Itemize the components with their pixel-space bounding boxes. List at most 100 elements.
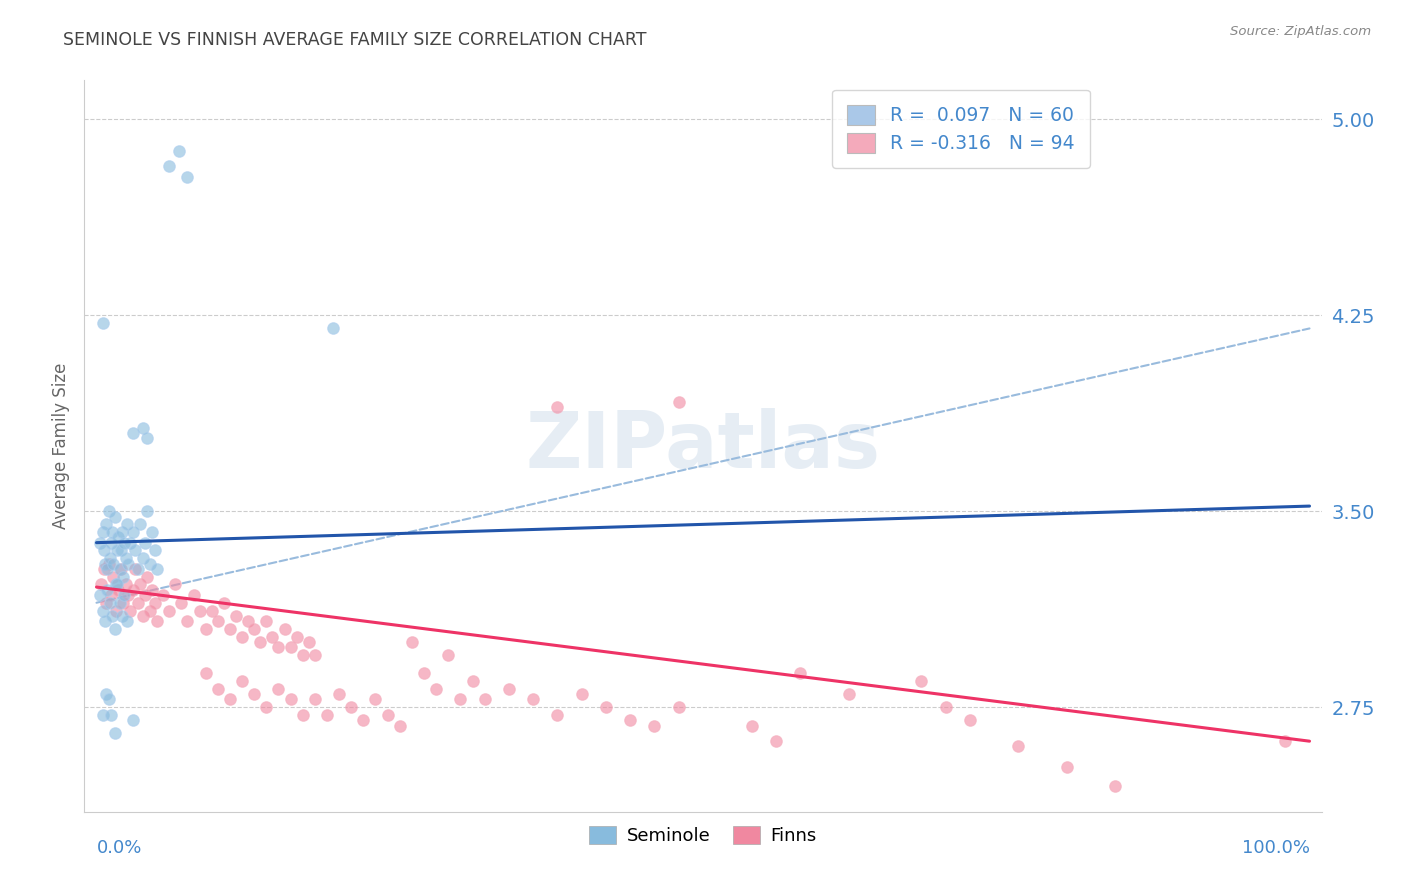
Point: [114, 577, 136, 591]
Point: [112, 569, 135, 583]
Point: [267, 640, 290, 655]
Point: [101, 608, 124, 623]
Point: [108, 562, 131, 576]
Point: [789, 666, 811, 681]
Point: [105, 577, 128, 591]
Point: [122, 582, 145, 597]
Point: [141, 525, 163, 540]
Point: [176, 614, 198, 628]
Point: [304, 692, 326, 706]
Point: [225, 608, 247, 623]
Point: [546, 400, 568, 414]
Point: [522, 692, 544, 706]
Point: [104, 604, 127, 618]
Text: 0.0%: 0.0%: [97, 839, 142, 857]
Point: [104, 509, 127, 524]
Point: [110, 543, 132, 558]
Text: Source: ZipAtlas.com: Source: ZipAtlas.com: [1230, 25, 1371, 38]
Point: [201, 604, 224, 618]
Point: [107, 531, 129, 545]
Point: [157, 160, 180, 174]
Point: [236, 614, 259, 628]
Point: [322, 321, 344, 335]
Point: [340, 700, 363, 714]
Point: [127, 596, 149, 610]
Point: [131, 608, 153, 623]
Point: [194, 622, 217, 636]
Legend: Seminole, Finns: Seminole, Finns: [581, 816, 825, 854]
Point: [110, 562, 132, 576]
Point: [100, 588, 122, 602]
Point: [679, 857, 702, 871]
Point: [89, 535, 111, 549]
Point: [112, 596, 135, 610]
Point: [104, 726, 127, 740]
Point: [93, 562, 115, 576]
Text: 100.0%: 100.0%: [1241, 839, 1309, 857]
Point: [280, 692, 302, 706]
Point: [104, 577, 127, 591]
Point: [131, 421, 153, 435]
Text: ZIPatlas: ZIPatlas: [526, 408, 880, 484]
Point: [167, 144, 190, 158]
Point: [111, 525, 134, 540]
Point: [231, 630, 253, 644]
Point: [741, 718, 763, 732]
Point: [304, 648, 326, 662]
Point: [134, 535, 156, 549]
Point: [935, 700, 957, 714]
Point: [96, 517, 118, 532]
Point: [413, 666, 436, 681]
Point: [595, 700, 617, 714]
Point: [120, 604, 142, 618]
Point: [546, 708, 568, 723]
Point: [96, 582, 118, 597]
Point: [112, 535, 135, 549]
Point: [231, 674, 253, 689]
Point: [97, 557, 120, 571]
Point: [668, 700, 690, 714]
Point: [98, 596, 121, 610]
Point: [267, 681, 290, 696]
Point: [90, 577, 112, 591]
Point: [122, 714, 145, 728]
Point: [643, 718, 665, 732]
Point: [91, 316, 114, 330]
Point: [352, 714, 374, 728]
Point: [207, 681, 229, 696]
Point: [105, 543, 128, 558]
Point: [100, 708, 122, 723]
Point: [249, 635, 271, 649]
Point: [91, 708, 114, 723]
Point: [170, 596, 193, 610]
Point: [425, 681, 447, 696]
Point: [243, 687, 266, 701]
Point: [183, 588, 205, 602]
Point: [291, 708, 314, 723]
Point: [143, 543, 166, 558]
Point: [91, 604, 114, 618]
Point: [139, 557, 162, 571]
Point: [103, 557, 125, 571]
Point: [136, 569, 159, 583]
Point: [219, 622, 242, 636]
Point: [152, 588, 174, 602]
Text: SEMINOLE VS FINNISH AVERAGE FAMILY SIZE CORRELATION CHART: SEMINOLE VS FINNISH AVERAGE FAMILY SIZE …: [63, 31, 647, 49]
Point: [273, 622, 295, 636]
Point: [243, 622, 266, 636]
Point: [619, 714, 641, 728]
Point: [100, 535, 122, 549]
Point: [449, 692, 471, 706]
Point: [120, 535, 142, 549]
Point: [194, 666, 217, 681]
Point: [219, 692, 242, 706]
Point: [377, 708, 399, 723]
Point: [98, 551, 121, 566]
Point: [207, 614, 229, 628]
Point: [107, 582, 129, 597]
Point: [291, 648, 314, 662]
Point: [668, 394, 690, 409]
Point: [188, 604, 211, 618]
Point: [765, 734, 787, 748]
Point: [112, 588, 135, 602]
